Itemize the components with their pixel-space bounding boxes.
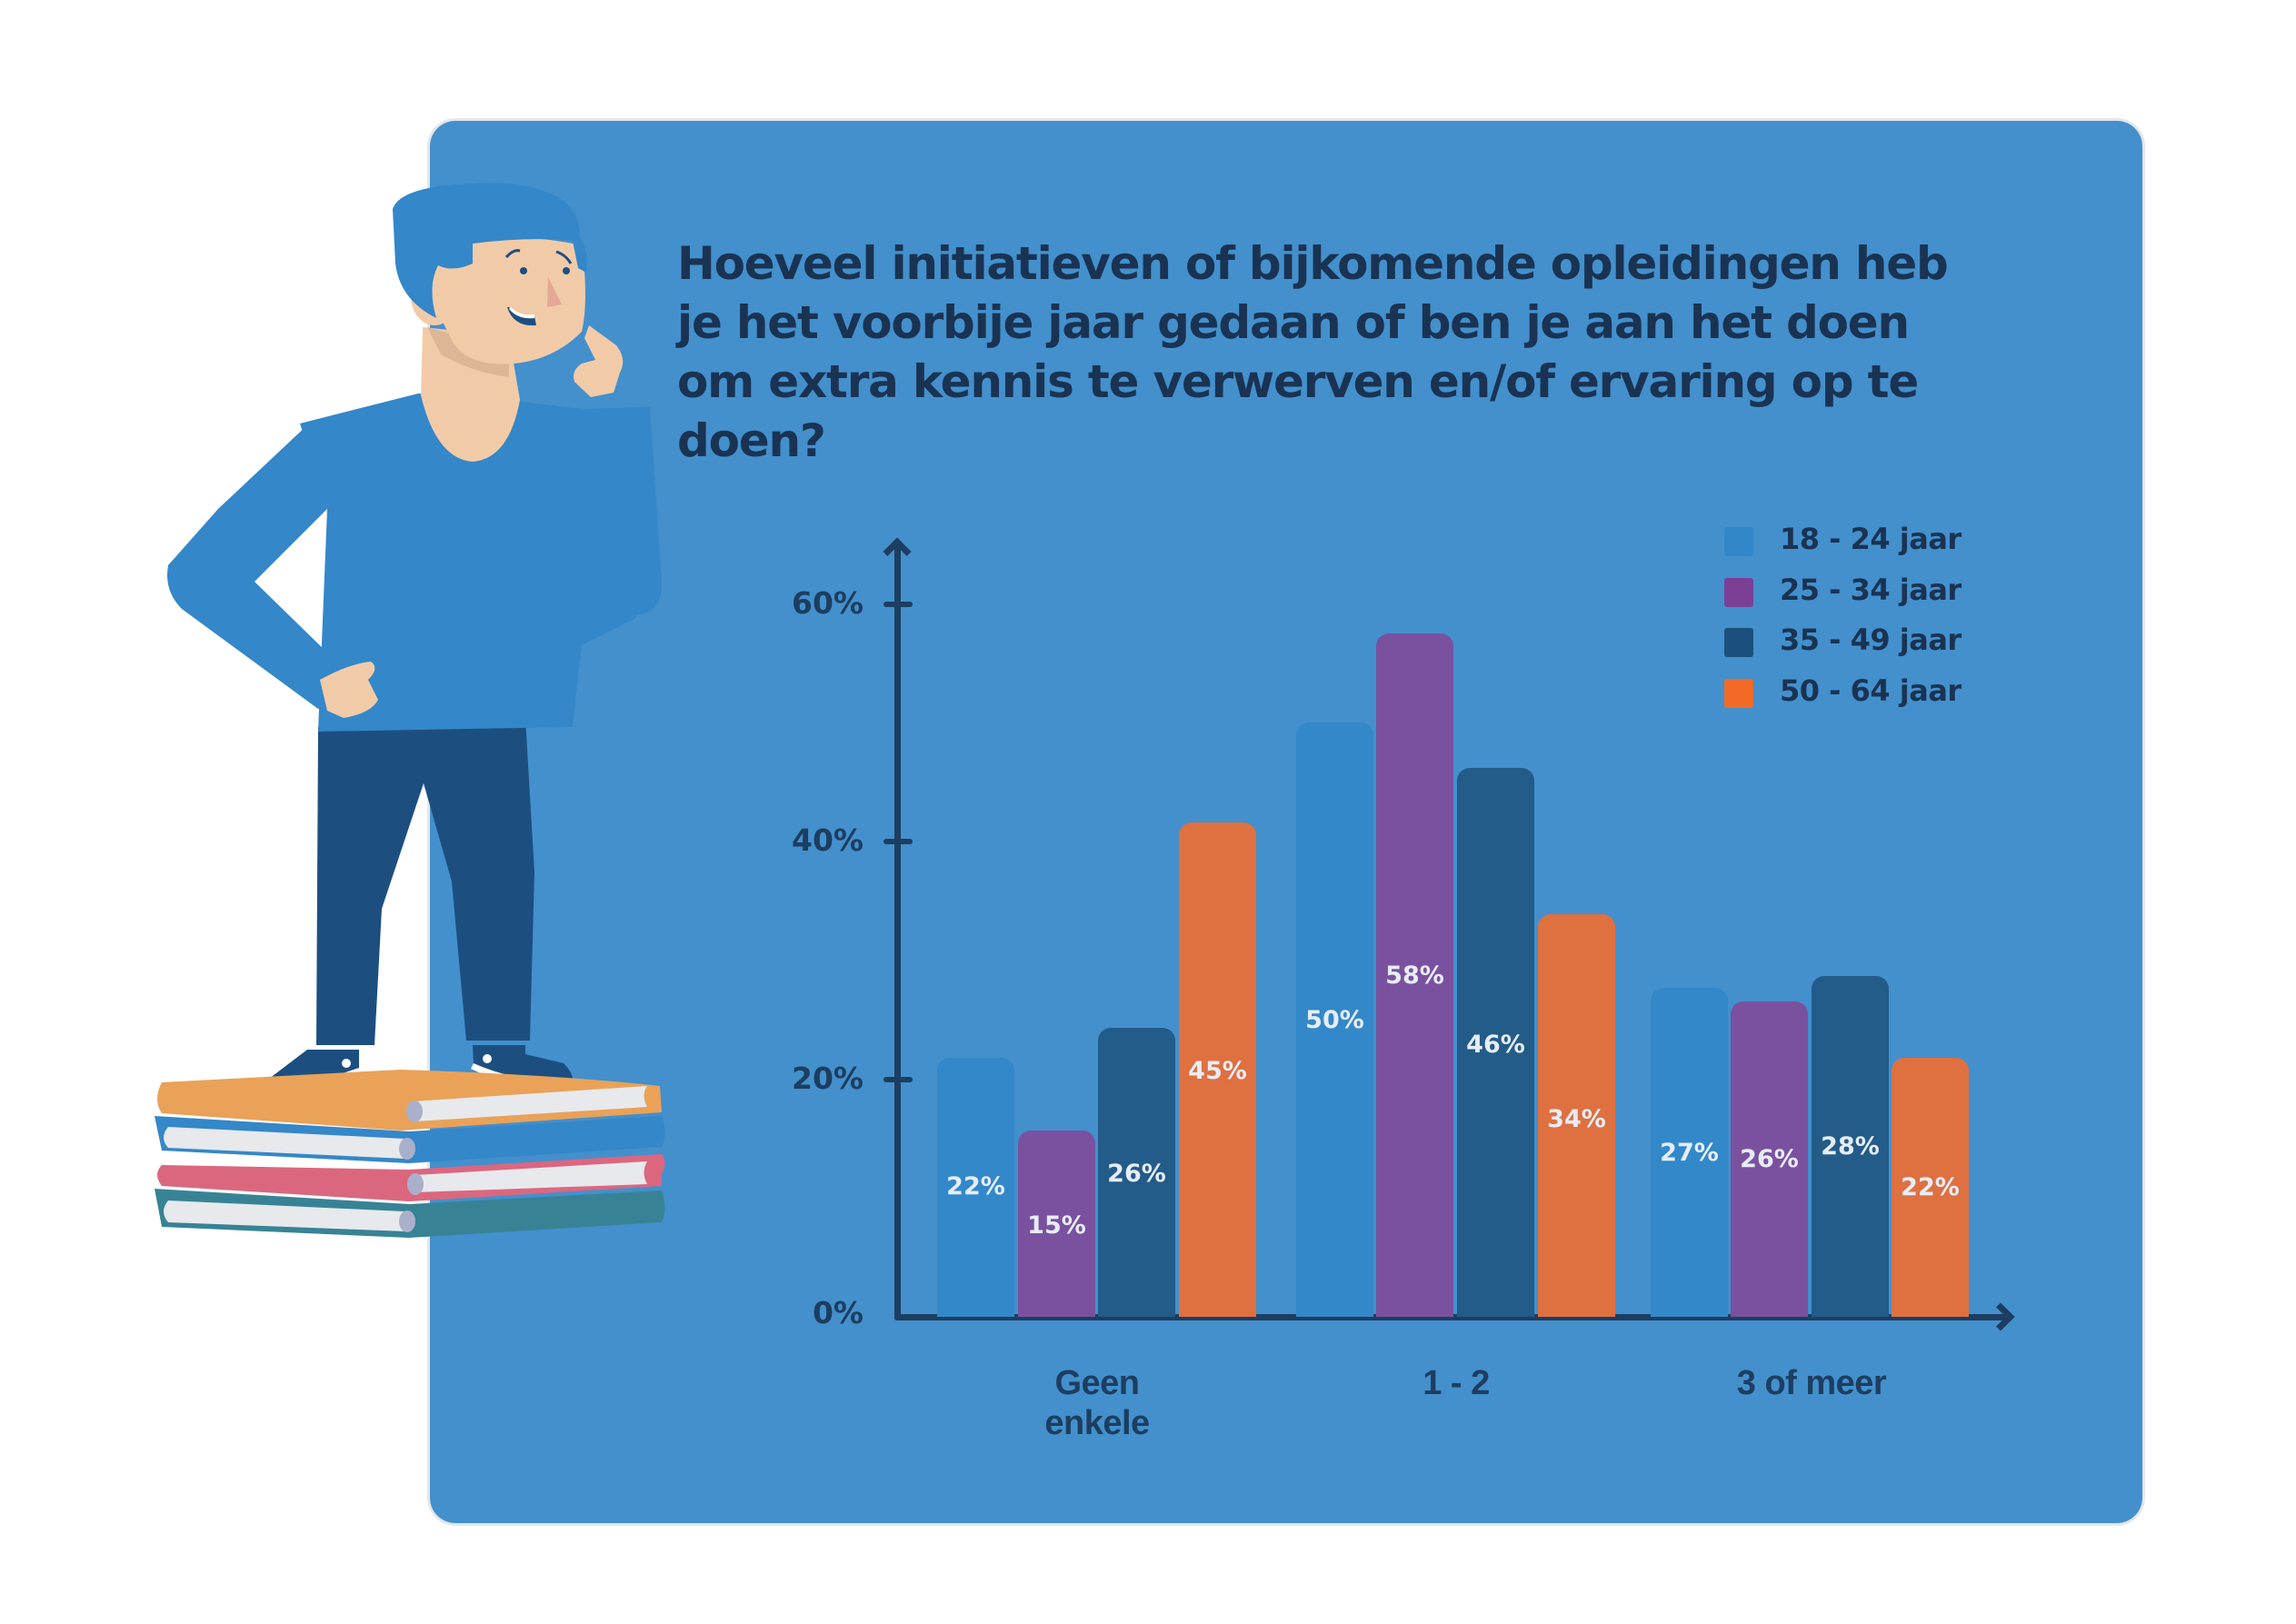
bar-value-label: 26% [1740,1145,1799,1173]
x-axis [894,1314,2005,1320]
category-line: 1 - 2 [1423,1364,1490,1402]
y-tick-20 [883,1077,913,1082]
y-tick-60 [883,602,913,607]
title-line-3: om extra kennis te verwerven en/of ervar… [677,355,1919,408]
bar-1-2-25-34[interactable]: 58% [1376,633,1453,1317]
bar-value-label: 22% [946,1172,1005,1201]
bar-3-of-meer-35-49[interactable]: 28% [1812,976,1889,1317]
bar-value-label: 46% [1466,1031,1525,1059]
legend-swatch [1724,628,1753,657]
x-category-1-2: 1 - 2 [1320,1363,1592,1403]
bar-geen-enkele-50-64[interactable]: 45% [1179,822,1256,1317]
bar-3-of-meer-50-64[interactable]: 22% [1892,1058,1969,1317]
legend-item-25-34[interactable]: 25 - 34 jaar [1724,573,1997,607]
x-category-geen-enkele: Geen enkele [961,1363,1233,1443]
legend-label: 18 - 24 jaar [1780,522,1962,556]
legend-swatch [1724,527,1753,556]
y-axis [894,545,901,1320]
bar-value-label: 28% [1821,1132,1880,1161]
title-line-4: doen? [677,414,826,467]
legend-item-18-24[interactable]: 18 - 24 jaar [1724,522,1997,556]
y-tick-label-0: 0% [812,1295,863,1330]
bar-value-label: 27% [1660,1139,1719,1167]
bar-value-label: 22% [1901,1173,1960,1201]
legend-label: 25 - 34 jaar [1780,573,1962,607]
legend-label: 35 - 49 jaar [1780,623,1962,657]
legend-item-35-49[interactable]: 35 - 49 jaar [1724,623,1997,657]
legend-swatch [1724,578,1753,607]
title-line-1: Hoeveel initiatieven of bijkomende oplei… [677,237,1949,290]
bar-1-2-50-64[interactable]: 34% [1538,914,1615,1317]
y-tick-label-40: 40% [792,822,863,858]
y-tick-40 [883,839,913,844]
bar-geen-enkele-25-34[interactable]: 15% [1018,1131,1095,1317]
bar-1-2-35-49[interactable]: 46% [1457,768,1534,1317]
bar-value-label: 15% [1027,1211,1086,1240]
bar-1-2-18-24[interactable]: 50% [1296,722,1373,1317]
x-category-3-of-meer: 3 of meer [1675,1363,1948,1403]
y-tick-label-60: 60% [792,585,863,621]
title-line-2: je het voorbije jaar gedaan of ben je aa… [677,296,1910,349]
bar-geen-enkele-18-24[interactable]: 22% [937,1058,1014,1317]
bar-value-label: 34% [1547,1105,1606,1133]
category-line: enkele [1044,1404,1150,1442]
thinking-man-on-books-illustration [155,183,665,1238]
y-tick-label-20: 20% [792,1061,863,1096]
bar-3-of-meer-18-24[interactable]: 27% [1651,988,1728,1317]
legend-label: 50 - 64 jaar [1780,673,1962,708]
category-line: Geen [1054,1364,1140,1402]
legend-item-50-64[interactable]: 50 - 64 jaar [1724,673,1997,708]
chart-title: Hoeveel initiatieven of bijkomende oplei… [677,234,2095,471]
bar-geen-enkele-35-49[interactable]: 26% [1098,1028,1175,1317]
bar-value-label: 58% [1385,961,1444,990]
legend-swatch [1724,679,1753,708]
bar-value-label: 26% [1107,1160,1166,1188]
category-line: 3 of meer [1736,1364,1887,1402]
bar-value-label: 45% [1188,1057,1247,1085]
bar-3-of-meer-25-34[interactable]: 26% [1731,1001,1808,1317]
bar-value-label: 50% [1305,1006,1364,1034]
